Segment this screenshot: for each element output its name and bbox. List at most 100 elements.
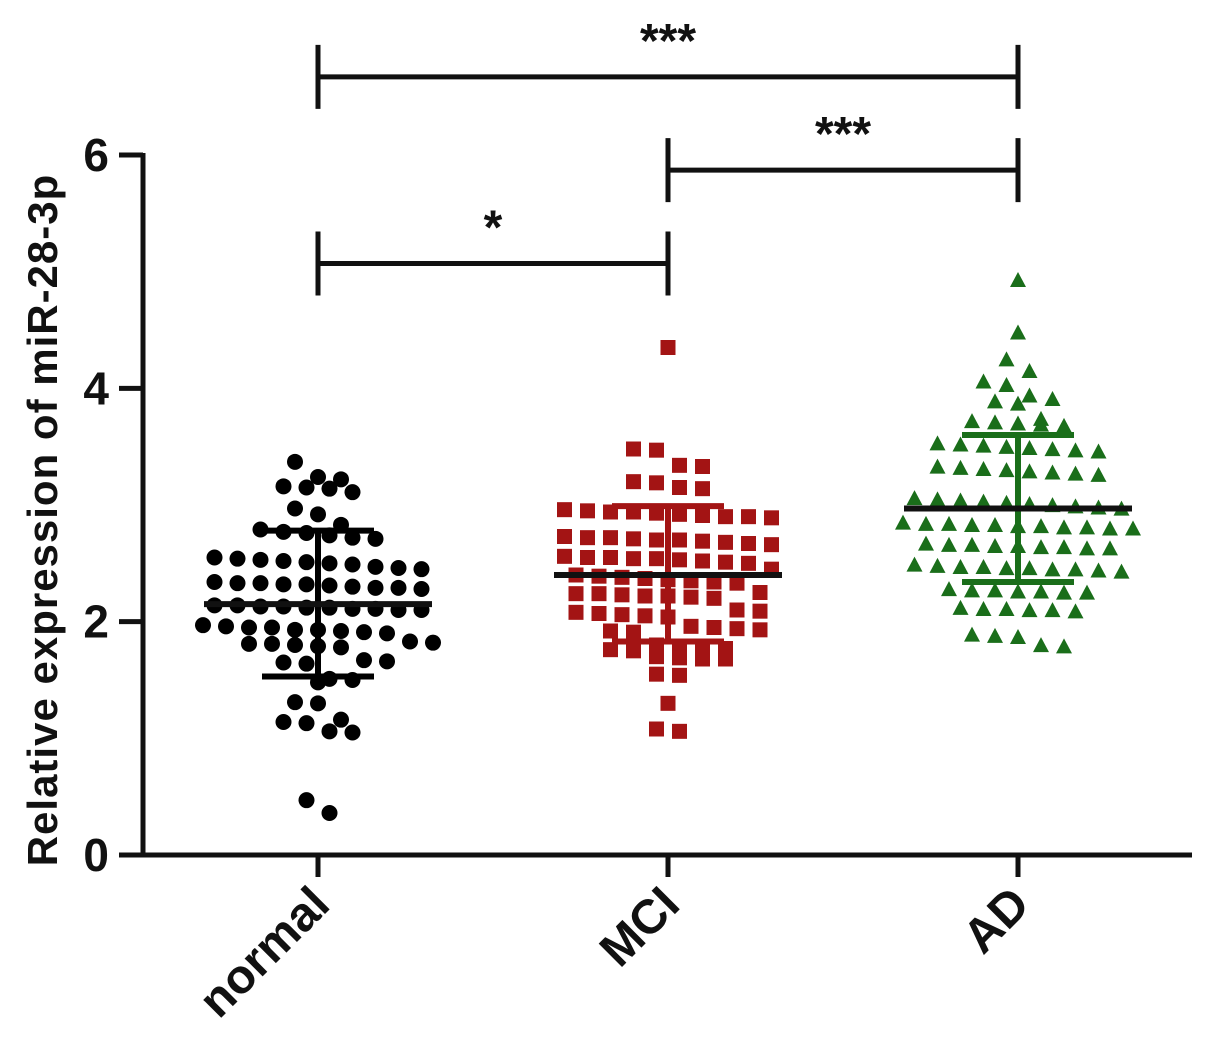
data-point-normal [425,634,441,651]
data-point-ad [1010,583,1026,599]
data-point-mci [672,457,687,473]
data-point-ad [929,458,946,474]
data-point-ad [975,461,992,476]
data-point-normal [344,724,361,741]
data-point-normal [402,633,418,650]
data-point-normal [287,637,303,653]
data-point-ad [964,517,980,532]
data-point-ad [1010,324,1026,340]
data-point-ad [952,436,969,452]
data-point-ad [964,536,980,552]
data-point-ad [1044,441,1061,457]
data-point-normal [333,711,349,728]
data-point-normal [390,579,407,596]
data-point-ad [998,462,1015,478]
y-tick-label: 6 [83,129,109,181]
data-point-normal [310,506,326,523]
data-point-normal [298,479,315,496]
data-point-ad [918,515,934,531]
data-point-mci [660,695,676,711]
data-point-ad [1033,637,1049,653]
data-point-mci [718,509,733,525]
data-point-normal [287,500,303,517]
data-point-normal [333,639,349,656]
data-point-normal [333,623,349,639]
data-point-mci [637,588,653,604]
data-point-mci [695,553,710,569]
data-point-mci [729,602,745,618]
data-point-mci [741,555,756,571]
data-point-mci [591,606,607,621]
data-point-ad [1033,416,1049,432]
data-point-ad [987,627,1003,643]
data-point-ad [1067,603,1084,619]
data-point-ad [941,515,957,531]
data-point-ad [1021,363,1038,378]
data-point-ad [918,535,934,551]
data-point-mci [603,550,618,565]
data-point-ad [975,559,992,574]
data-point-ad [1044,391,1061,406]
data-point-ad [1010,395,1026,411]
data-point-mci [706,590,722,606]
data-point-normal [321,805,338,821]
data-point-ad [929,491,946,507]
data-point-ad [1056,638,1072,654]
data-point-normal [229,550,246,567]
data-point-mci [672,532,687,548]
data-point-ad [952,492,969,508]
data-point-normal [275,654,292,671]
data-point-mci [557,529,572,544]
data-point-mci [580,530,595,546]
data-point-mci [626,643,641,659]
data-point-mci [637,608,653,624]
data-point-ad [1021,560,1038,576]
data-point-mci [626,441,641,457]
data-point-ad [987,393,1003,409]
data-point-ad [975,493,992,509]
data-point-mci [591,586,607,602]
data-point-ad [998,438,1015,454]
data-point-normal [206,574,223,590]
data-point-normal [264,619,280,636]
data-point-mci [672,723,687,739]
data-point-normal [356,624,372,641]
x-tick-label: MCI [590,877,690,977]
data-point-ad [1021,440,1038,455]
data-point-mci [626,531,641,547]
data-point-mci [752,622,768,638]
data-point-mci [580,550,595,565]
data-point-normal [298,576,315,593]
data-point-normal [310,469,326,485]
data-point-ad [1056,417,1072,433]
data-point-ad [1021,602,1038,618]
data-point-mci [672,552,687,568]
summary-layer [204,432,1132,680]
data-point-mci [557,502,572,518]
data-point-ad [964,413,980,429]
data-point-normal [367,530,384,547]
data-point-normal [367,579,384,596]
data-point-mci [649,551,664,567]
data-point-ad [998,377,1015,392]
data-point-mci [706,620,722,635]
data-point-ad [987,517,1003,532]
data-point-normal [298,715,315,732]
data-point-normal [390,560,407,576]
data-point-normal [229,575,246,592]
data-point-normal [252,575,269,592]
data-point-ad [1056,519,1072,535]
x-tick-label: AD [953,877,1039,963]
data-point-ad [975,437,992,453]
data-point-normal [275,478,292,495]
data-point-ad [1056,539,1072,555]
data-point-ad [975,373,992,389]
data-point-mci [764,537,779,553]
data-point-ad [1021,387,1038,403]
data-point-normal [275,576,292,593]
data-point-normal [206,549,223,566]
data-point-normal [195,617,211,634]
data-point-mci [706,574,722,590]
significance-layer: ******* [315,15,1021,296]
data-point-normal [298,554,315,571]
